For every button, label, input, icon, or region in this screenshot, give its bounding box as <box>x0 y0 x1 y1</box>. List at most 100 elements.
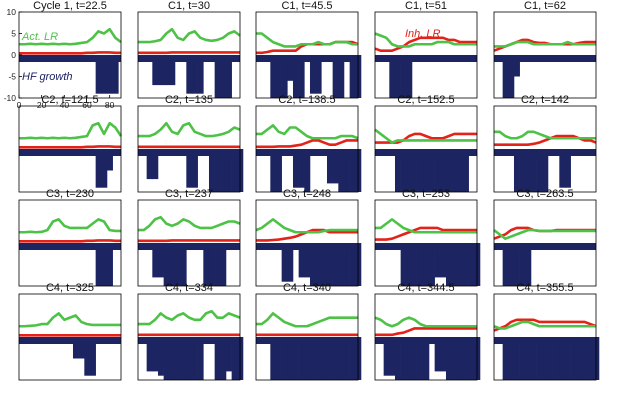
growth-bar <box>383 337 390 376</box>
growth-bar <box>400 243 407 286</box>
panel-2: C1, t=30 <box>137 0 241 99</box>
growth-bar <box>394 149 401 192</box>
growth-bar <box>281 55 288 98</box>
growth-bar <box>502 55 509 98</box>
activator-line <box>374 128 477 144</box>
growth-bar <box>270 149 277 192</box>
panel-title: C2, t=121.5 <box>41 94 98 106</box>
growth-bar <box>231 149 238 192</box>
growth-bar <box>457 149 464 192</box>
growth-bar <box>197 55 204 94</box>
panel-title: C4, t=344.5 <box>397 282 454 294</box>
growth-bar <box>298 55 305 98</box>
inhibitor-line <box>375 327 477 337</box>
growth-bar <box>186 55 193 94</box>
activator-line <box>256 124 359 140</box>
growth-bar <box>292 55 299 98</box>
x-tick-label: 0 <box>17 100 22 110</box>
panel-title: C3, t=230 <box>46 188 94 200</box>
panel-title: C4, t=340 <box>283 282 331 294</box>
growth-bar <box>163 55 170 86</box>
growth-baseline-band <box>19 337 121 344</box>
growth-bar <box>559 149 566 188</box>
growth-bar <box>343 337 350 380</box>
growth-bar <box>304 149 311 192</box>
growth-bar <box>530 337 537 380</box>
inhibitor-line <box>375 226 477 241</box>
panel-15: C3, t=263.5 <box>493 188 597 287</box>
growth-bar <box>197 337 204 380</box>
growth-bar <box>349 55 356 98</box>
growth-bar <box>338 243 345 286</box>
growth-bar <box>89 337 96 376</box>
growth-bar <box>587 337 594 380</box>
panel-title: C1, t=62 <box>524 0 566 12</box>
growth-bar <box>423 149 430 192</box>
inhibitor-line <box>19 145 121 149</box>
x-tick-label: 60 <box>82 100 92 110</box>
growth-bar <box>525 149 532 192</box>
activator-line <box>494 40 596 48</box>
panel-title: C3, t=248 <box>283 188 331 200</box>
activator-line <box>374 32 477 48</box>
panel-frame <box>374 293 478 381</box>
growth-bar <box>406 243 413 286</box>
panel-frame <box>18 293 122 381</box>
growth-bar <box>191 337 198 380</box>
growth-bar <box>445 243 452 286</box>
growth-bar <box>157 243 164 278</box>
growth-bar <box>315 243 322 286</box>
growth-bar <box>157 337 164 376</box>
growth-bar <box>513 243 520 286</box>
growth-bar <box>180 337 187 380</box>
activator-line <box>138 27 241 44</box>
panel-title: C2, t=142 <box>521 94 569 106</box>
growth-bar <box>536 149 543 192</box>
y-tick-label: -5 <box>8 72 16 82</box>
growth-bar <box>112 55 119 94</box>
panel-frame <box>374 199 478 287</box>
growth-bar <box>508 337 515 380</box>
growth-bar <box>338 55 345 98</box>
growth-baseline-band <box>256 55 358 62</box>
panel-title: C4, t=325 <box>46 282 94 294</box>
panel-title: C3, t=263.5 <box>516 188 573 200</box>
panel-9: C2, t=152.5 <box>374 94 478 193</box>
panel-7: C2, t=135 <box>137 94 244 193</box>
growth-bar <box>468 337 475 380</box>
panel-17: C4, t=334 <box>137 282 244 381</box>
panel-3: C1, t=45.5 <box>255 0 362 99</box>
growth-bar <box>298 243 305 278</box>
growth-bar <box>508 243 515 286</box>
panel-13: C3, t=248 <box>255 188 362 287</box>
growth-bar <box>169 55 176 86</box>
panel-11: C3, t=230 <box>18 188 122 287</box>
inhibitor-line <box>19 51 121 55</box>
growth-bar <box>315 55 322 94</box>
growth-bar <box>462 149 469 192</box>
panel-10: C2, t=142 <box>493 94 597 193</box>
activator-line <box>493 320 596 330</box>
growth-bar <box>434 337 441 372</box>
growth-bar <box>428 243 435 286</box>
panel-frame <box>137 199 241 287</box>
growth-bar <box>553 337 560 380</box>
growth-bar <box>152 55 159 86</box>
growth-bar <box>502 337 509 380</box>
panel-title: C3, t=253 <box>402 188 450 200</box>
activator-line <box>138 309 241 326</box>
growth-bar <box>163 243 170 286</box>
growth-bar <box>292 149 299 188</box>
panel-frame <box>255 105 359 193</box>
growth-bar <box>434 243 441 278</box>
growth-bar <box>169 243 176 286</box>
growth-bar <box>298 337 305 380</box>
growth-bar <box>220 55 227 98</box>
panel-title: C1, t=51 <box>405 0 447 12</box>
growth-bar <box>101 243 108 286</box>
growth-bar <box>78 337 85 359</box>
y-tick-label: 0 <box>11 50 16 60</box>
growth-bar <box>406 149 413 192</box>
activator-line <box>19 121 123 140</box>
